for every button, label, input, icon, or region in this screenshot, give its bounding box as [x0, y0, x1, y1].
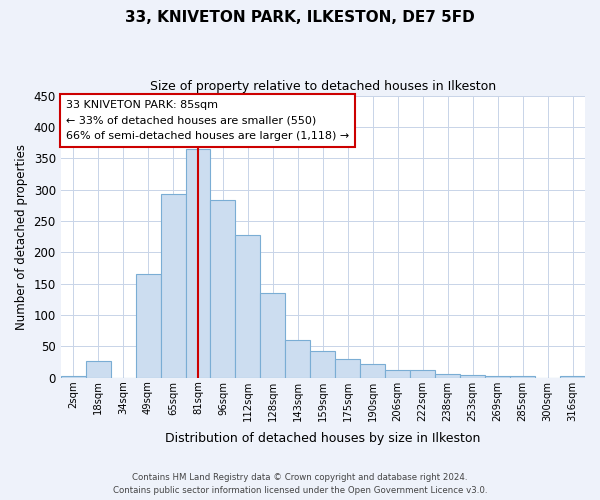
- Bar: [560, 376, 585, 378]
- Bar: [460, 375, 485, 378]
- Bar: [211, 200, 235, 378]
- Text: 33, KNIVETON PARK, ILKESTON, DE7 5FD: 33, KNIVETON PARK, ILKESTON, DE7 5FD: [125, 10, 475, 25]
- Title: Size of property relative to detached houses in Ilkeston: Size of property relative to detached ho…: [150, 80, 496, 93]
- Bar: [435, 374, 460, 378]
- Text: 33 KNIVETON PARK: 85sqm
← 33% of detached houses are smaller (550)
66% of semi-d: 33 KNIVETON PARK: 85sqm ← 33% of detache…: [66, 100, 349, 141]
- Y-axis label: Number of detached properties: Number of detached properties: [15, 144, 28, 330]
- Bar: [510, 376, 535, 378]
- Bar: [310, 351, 335, 378]
- X-axis label: Distribution of detached houses by size in Ilkeston: Distribution of detached houses by size …: [165, 432, 481, 445]
- Bar: [335, 359, 360, 378]
- Bar: [235, 235, 260, 378]
- Text: Contains HM Land Registry data © Crown copyright and database right 2024.
Contai: Contains HM Land Registry data © Crown c…: [113, 474, 487, 495]
- Bar: [161, 194, 185, 378]
- Bar: [185, 149, 211, 378]
- Bar: [136, 274, 161, 378]
- Bar: [485, 376, 510, 378]
- Bar: [286, 340, 310, 378]
- Bar: [260, 293, 286, 378]
- Bar: [410, 370, 435, 378]
- Bar: [86, 361, 110, 378]
- Bar: [360, 364, 385, 378]
- Bar: [385, 370, 410, 378]
- Bar: [61, 376, 86, 378]
